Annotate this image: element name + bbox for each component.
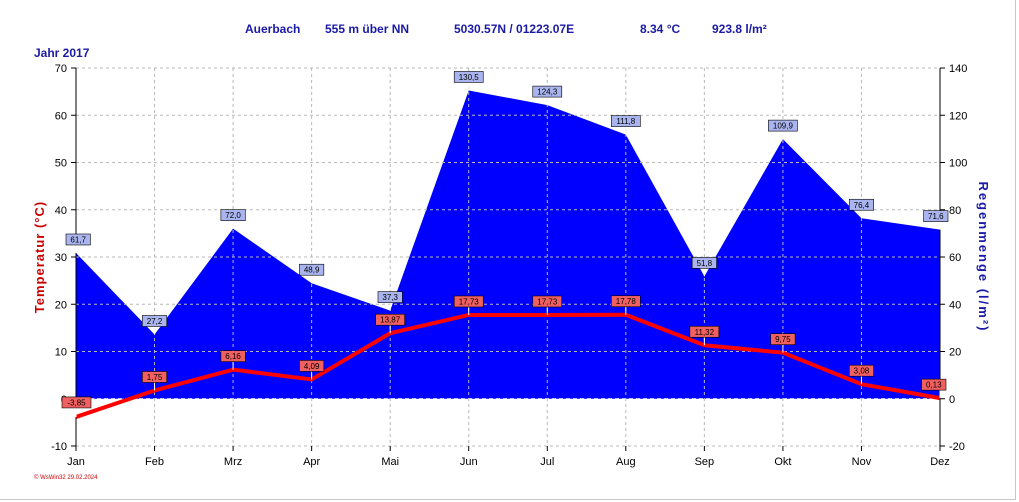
x-tick-label: Mrz (224, 456, 242, 468)
temp-label-box (770, 333, 796, 345)
rain-data-label: 72,0 (225, 211, 241, 220)
left-tick-label: 40 (55, 205, 67, 217)
temp-data-label: 4,09 (304, 362, 320, 371)
left-tick-label: 50 (55, 158, 67, 170)
right-tick-label: 140 (949, 63, 967, 75)
temp-label-box (611, 295, 641, 308)
right-tick-label: 60 (949, 252, 961, 264)
rain-label-box (453, 71, 484, 83)
rain-label-box (377, 291, 403, 303)
rain-label-box (299, 263, 325, 276)
rain-data-label: 48,9 (304, 266, 320, 275)
x-tick-label: Jan (67, 456, 85, 468)
rain-data-label: 27,2 (147, 317, 163, 326)
rain-area (76, 90, 940, 399)
rain-data-label: 61,7 (70, 235, 86, 244)
rain-data-label: 109,9 (773, 122, 794, 131)
temp-data-label: 0,13 (926, 381, 942, 390)
left-tick-label: 10 (55, 347, 67, 359)
temp-data-label: 1,75 (147, 373, 163, 382)
left-tick-label: 60 (55, 110, 67, 122)
x-tick-label: Mai (381, 456, 399, 468)
temp-label-box (220, 350, 246, 362)
rain-label-box (142, 315, 168, 327)
rain-label-box (220, 209, 246, 221)
temp-data-label: 13,87 (380, 316, 401, 325)
rain-data-label: 130,5 (459, 73, 480, 82)
temp-label-box (453, 295, 484, 308)
temp-label-box (61, 396, 92, 409)
left-tick-label: 70 (55, 63, 67, 75)
temp-data-label: 3,08 (854, 367, 870, 376)
left-tick-label: 20 (55, 299, 67, 311)
rain-label-box (611, 115, 641, 127)
rain-data-label: 51,8 (697, 259, 713, 268)
right-tick-label: 0 (949, 394, 955, 406)
temp-label-box (142, 371, 168, 383)
temp-label-box (689, 325, 720, 338)
temp-label-box (848, 364, 874, 377)
temp-data-label: -3,85 (67, 398, 86, 407)
x-tick-label: Okt (774, 456, 791, 468)
x-tick-label: Jul (540, 456, 554, 468)
station-name: Auerbach (245, 22, 301, 36)
rain-label-box (65, 233, 91, 246)
left-tick-label: 30 (55, 252, 67, 264)
temp-data-label: 17,73 (459, 297, 480, 306)
left-tick-label: -10 (51, 441, 67, 453)
station-coords: 5030.57N / 01223.07E (454, 22, 575, 36)
temp-data-label: 9,75 (775, 335, 791, 344)
total-rainfall: 923.8 l/m² (712, 22, 767, 36)
right-tick-label: 80 (949, 205, 961, 217)
rain-data-label: 124,3 (537, 88, 558, 97)
rain-data-label: 111,8 (616, 117, 635, 126)
temperature-line (75, 312, 941, 419)
rain-data-label: 76,4 (854, 201, 870, 210)
chart-header: Auerbach 555 m über NN 5030.57N / 01223.… (0, 22, 1019, 38)
rain-label-box (532, 85, 563, 98)
rain-data-label: 37,3 (382, 293, 398, 302)
right-tick-label: -20 (949, 441, 965, 453)
rain-label-box (923, 210, 949, 222)
right-tick-label: 100 (949, 158, 967, 170)
temp-label-box (532, 295, 563, 308)
average-temperature: 8.34 °C (640, 22, 681, 36)
station-altitude: 555 m über NN (325, 22, 410, 36)
x-tick-label: Dez (930, 456, 950, 468)
left-axis-title: Temperatur (°C) (32, 201, 47, 313)
temp-label-box (299, 360, 325, 372)
temp-label-box (921, 378, 947, 391)
x-tick-label: Nov (852, 456, 872, 468)
right-axis-title: Regenmenge (l/m²) (976, 181, 991, 332)
temp-label-box (375, 313, 405, 326)
year-label: Jahr 2017 (34, 46, 90, 60)
temp-data-label: 17,78 (616, 297, 637, 306)
temp-data-label: 17,73 (537, 297, 558, 306)
rain-data-label: 71,6 (928, 212, 944, 221)
rain-label-box (848, 198, 874, 211)
right-tick-label: 20 (949, 347, 961, 359)
rain-label-box (691, 257, 717, 269)
x-tick-label: Apr (303, 456, 320, 468)
x-tick-label: Jun (460, 456, 478, 468)
copyright-footer: © WsWin32 29.02.2024 (34, 475, 98, 481)
x-tick-label: Feb (145, 456, 164, 468)
rain-label-box (768, 119, 798, 132)
right-tick-label: 120 (949, 110, 967, 122)
temp-data-label: 11,32 (695, 328, 715, 337)
x-tick-label: Aug (616, 456, 636, 468)
temp-data-label: 6,16 (225, 352, 241, 361)
right-tick-label: 40 (949, 299, 961, 311)
x-tick-label: Sep (695, 456, 715, 468)
